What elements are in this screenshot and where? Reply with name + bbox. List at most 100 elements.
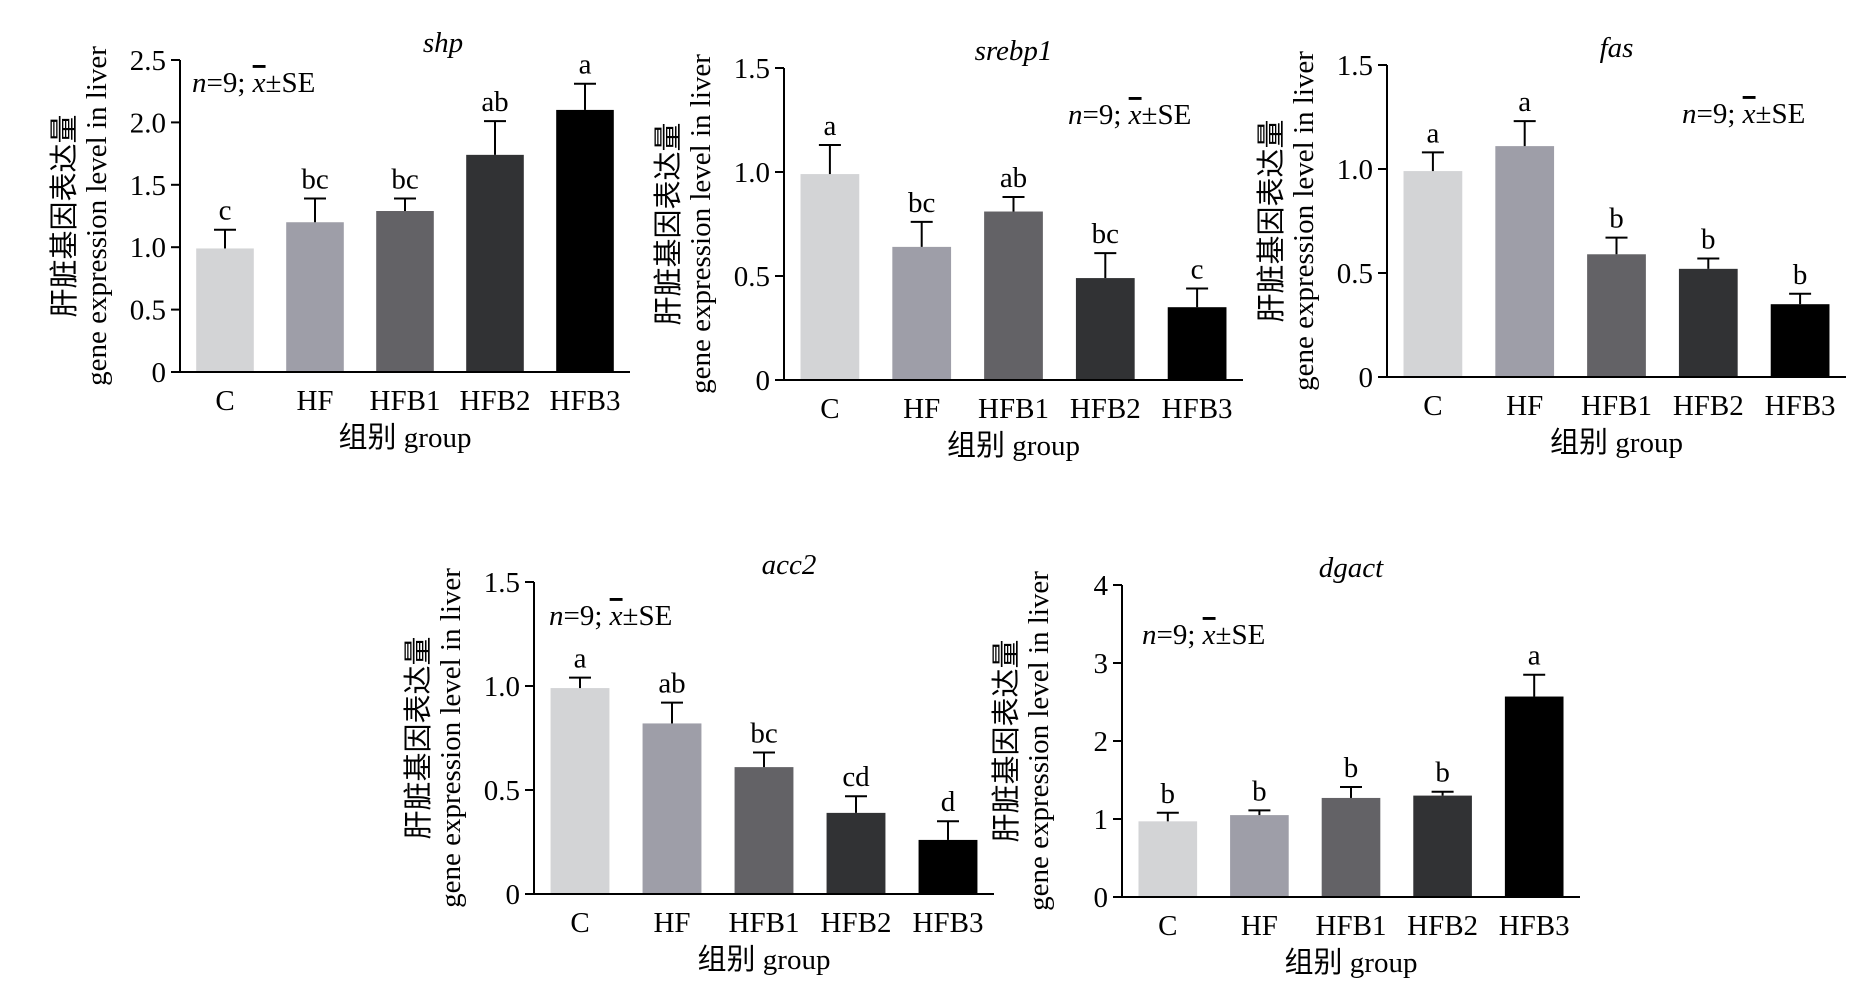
y-axis-label-english: gene expression level in liver [81, 46, 113, 386]
bar-HFB3 [1770, 304, 1830, 377]
significance-letter: b [1701, 223, 1716, 255]
bar-HFB1 [984, 211, 1043, 380]
sample-size-annotation: n=9; x±SE [549, 600, 672, 632]
y-tick-label: 1.0 [130, 232, 166, 264]
significance-letter: ab [481, 86, 508, 118]
bar-C [800, 174, 860, 380]
y-axis-label-english: gene expression level in liver [1288, 51, 1320, 391]
y-tick-label: 0.5 [1337, 258, 1373, 290]
x-tick-label: HF [903, 393, 940, 425]
y-tick-label: 1.5 [130, 170, 166, 202]
x-tick-label: HF [296, 385, 333, 417]
y-tick-label: 1.5 [734, 53, 770, 85]
x-tick-label: HFB1 [729, 907, 800, 939]
x-tick-label: HFB2 [1407, 910, 1478, 942]
y-axis-label-english: gene expression level in liver [1023, 571, 1055, 911]
x-tick-label: HFB3 [1162, 393, 1233, 425]
y-tick-label: 3 [1094, 648, 1109, 680]
x-tick-label: HF [1506, 390, 1543, 422]
x-axis-label: 组别 group [947, 429, 1080, 462]
y-axis-label-chinese: 肝脏基因表达量 [1255, 119, 1288, 322]
y-tick-label: 1.0 [484, 671, 520, 703]
significance-letter: b [1793, 259, 1808, 291]
x-tick-label: HFB3 [913, 907, 984, 939]
bar-HFB1 [1587, 254, 1646, 377]
bar-HF [286, 222, 344, 372]
y-tick-label: 0 [1359, 362, 1374, 394]
significance-letter: a [1426, 117, 1439, 149]
significance-letter: c [1191, 253, 1204, 285]
y-tick-label: 0.5 [130, 295, 166, 327]
y-axis-label-chinese: 肝脏基因表达量 [402, 636, 435, 839]
bar-HF [1230, 815, 1289, 897]
x-tick-label: HF [1241, 910, 1278, 942]
x-tick-label: HFB3 [550, 385, 621, 417]
x-tick-label: HFB1 [1581, 390, 1652, 422]
y-tick-label: 1.0 [1337, 154, 1373, 186]
y-axis-label-chinese: 肝脏基因表达量 [48, 114, 81, 317]
y-tick-label: 1.5 [1337, 50, 1373, 82]
x-tick-label: C [215, 385, 234, 417]
chart-title: shp [423, 27, 463, 59]
significance-letter: a [579, 49, 592, 81]
y-axis-label-english: gene expression level in liver [685, 54, 717, 394]
bar-HFB1 [1321, 797, 1381, 897]
y-tick-label: 0.5 [734, 261, 770, 293]
significance-letter: ab [1000, 162, 1027, 194]
bar-C [1403, 171, 1463, 377]
bar-HFB1 [376, 211, 434, 372]
y-tick-label: 0 [506, 879, 521, 911]
x-axis-label: 组别 group [339, 421, 472, 454]
significance-letter: a [1528, 640, 1541, 672]
chart-title: dgact [1319, 552, 1384, 584]
x-tick-label: HFB1 [370, 385, 441, 417]
y-axis-label-english: gene expression level in liver [435, 568, 467, 908]
x-tick-label: HFB2 [821, 907, 892, 939]
y-tick-label: 0 [152, 357, 167, 389]
sample-size-annotation: n=9; x±SE [192, 67, 315, 99]
x-tick-label: HFB1 [1316, 910, 1387, 942]
x-tick-label: HFB2 [1070, 393, 1141, 425]
x-tick-label: HFB3 [1765, 390, 1836, 422]
significance-letter: a [574, 643, 587, 675]
chart-panel-acc2: a Cab HF bc HFB1 cd HFB2 d HFB3 0 0.5 1.0 1.5 acc2 n=9… [402, 549, 994, 976]
y-axis-label-chinese: 肝脏基因表达量 [990, 639, 1023, 842]
significance-letter: bc [391, 164, 418, 196]
significance-letter: ab [658, 668, 685, 700]
bar-HF [1495, 146, 1555, 377]
bar-HFB1 [734, 767, 794, 894]
sample-size-annotation: n=9; x±SE [1142, 619, 1265, 651]
bar-HFB2 [466, 154, 524, 372]
significance-letter: b [1252, 775, 1267, 807]
y-tick-label: 0.5 [484, 775, 520, 807]
significance-letter: a [823, 110, 836, 142]
significance-letter: cd [842, 761, 870, 793]
y-axis-label-chinese: 肝脏基因表达量 [652, 122, 685, 325]
significance-letter: bc [1092, 218, 1119, 250]
chart-panel-fas: a Ca HF b HFB1 b HFB2 b HFB3 0 0.5 1.0 1.5 fas n=9; x±… [1255, 32, 1846, 459]
bar-HF [892, 246, 952, 380]
bar-HFB3 [918, 839, 978, 894]
bar-HFB2 [1413, 795, 1472, 897]
chart-panel-dgact: b Cb HF b HFB1 b HFB2 a HFB3 0 1 2 3 4 dgact n=9; x±SE 组… [990, 552, 1580, 979]
x-tick-label: C [570, 907, 589, 939]
significance-letter: d [941, 786, 956, 818]
y-tick-label: 2.0 [130, 107, 166, 139]
bar-HFB3 [1167, 307, 1227, 380]
sample-size-annotation: n=9; x±SE [1682, 98, 1805, 130]
bar-C [196, 248, 254, 372]
x-tick-label: C [1158, 910, 1177, 942]
chart-title: acc2 [762, 549, 817, 581]
sample-size-annotation: n=9; x±SE [1068, 99, 1191, 131]
bar-C [550, 688, 610, 894]
bar-HF [642, 723, 702, 894]
significance-letter: b [1161, 778, 1176, 810]
chart-panel-srebp1: a Cbc HF ab HFB1 bc HFB2 c HFB3 0 0.5 1.0 1.5 srebp1 n… [652, 35, 1243, 462]
x-tick-label: HFB2 [460, 385, 531, 417]
y-tick-label: 0 [756, 365, 771, 397]
x-tick-label: HFB2 [1673, 390, 1744, 422]
y-tick-label: 4 [1094, 570, 1109, 602]
x-axis-label: 组别 group [1285, 946, 1418, 979]
x-tick-label: C [820, 393, 839, 425]
